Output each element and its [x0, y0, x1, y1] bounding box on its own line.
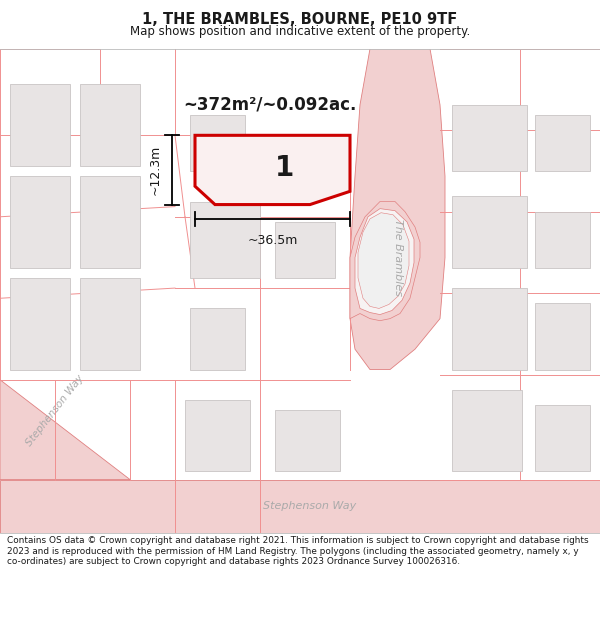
- Bar: [80, 176, 140, 268]
- Bar: [275, 410, 340, 471]
- Bar: [452, 390, 522, 471]
- Text: Map shows position and indicative extent of the property.: Map shows position and indicative extent…: [130, 25, 470, 38]
- Bar: [10, 84, 70, 166]
- Bar: [535, 212, 590, 268]
- Bar: [80, 278, 140, 369]
- Text: ~372m²/~0.092ac.: ~372m²/~0.092ac.: [184, 96, 356, 114]
- Text: ~36.5m: ~36.5m: [247, 234, 298, 247]
- Bar: [80, 84, 140, 166]
- Bar: [10, 278, 70, 369]
- Text: 1: 1: [275, 154, 295, 182]
- Bar: [275, 222, 335, 278]
- Bar: [535, 115, 590, 171]
- Bar: [535, 303, 590, 369]
- Bar: [190, 201, 260, 278]
- Bar: [452, 288, 527, 369]
- Polygon shape: [195, 136, 350, 204]
- Bar: [452, 196, 527, 268]
- Bar: [190, 115, 245, 171]
- Bar: [535, 405, 590, 471]
- Text: 1, THE BRAMBLES, BOURNE, PE10 9TF: 1, THE BRAMBLES, BOURNE, PE10 9TF: [142, 12, 458, 27]
- Polygon shape: [0, 479, 600, 532]
- Polygon shape: [0, 380, 130, 479]
- Bar: [452, 105, 527, 171]
- Polygon shape: [350, 49, 445, 369]
- Text: The Brambles: The Brambles: [393, 219, 403, 296]
- Polygon shape: [358, 213, 409, 309]
- Text: Stephenson Way: Stephenson Way: [24, 373, 86, 448]
- Bar: [10, 176, 70, 268]
- Bar: [185, 400, 250, 471]
- Text: Contains OS data © Crown copyright and database right 2021. This information is : Contains OS data © Crown copyright and d…: [7, 536, 589, 566]
- Bar: [190, 309, 245, 369]
- Text: ~12.3m: ~12.3m: [149, 145, 162, 195]
- Polygon shape: [350, 201, 420, 321]
- Text: Stephenson Way: Stephenson Way: [263, 501, 356, 511]
- Polygon shape: [355, 209, 414, 314]
